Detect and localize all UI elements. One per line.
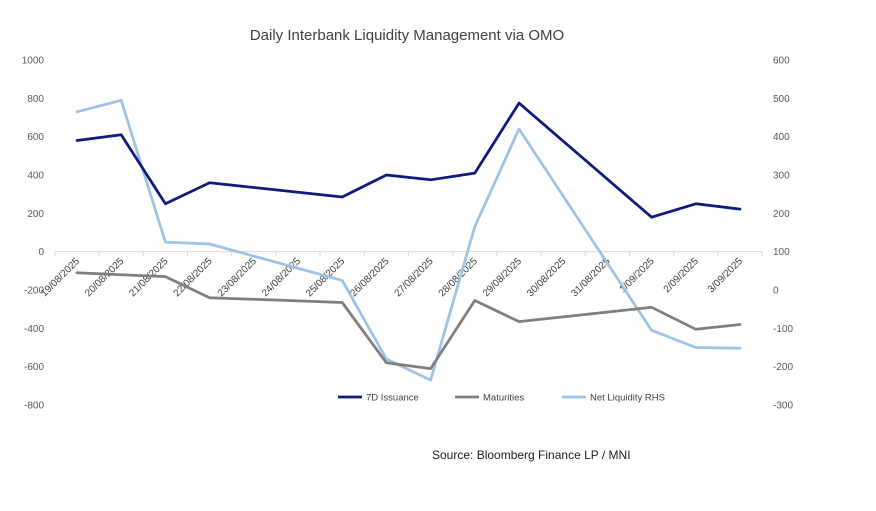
left-tick-label: 200 [27,209,44,220]
left-tick-label: -600 [24,362,44,373]
legend-label: Maturities [483,393,524,404]
series-line-maturities [75,271,742,370]
right-tick-label: -200 [773,362,793,373]
left-tick-label: -400 [24,324,44,335]
left-tick-label: 1000 [22,56,45,67]
right-tick-label: -100 [773,324,793,335]
left-tick-label: 800 [27,94,44,105]
left-tick-label: -200 [24,286,44,297]
series-layer [75,98,742,382]
series-line-7d-issuance [75,101,742,219]
legend: 7D Issuance Maturities Net Liquidity RHS [338,393,665,404]
right-tick-label: 500 [773,94,790,105]
left-tick-label: 600 [27,132,44,143]
right-tick-label: 400 [773,132,790,143]
left-axis: 1000 800 600 400 200 0 -200 -400 -600 -800 [22,56,45,412]
left-tick-label: 0 [38,247,44,258]
right-tick-label: -300 [773,401,793,412]
right-tick-label: 0 [773,286,779,297]
series-line-net-liquidity-rhs [75,98,742,382]
legend-label: 7D Issuance [366,393,419,404]
source-note: Source: Bloomberg Finance LP / MNI [432,448,631,462]
right-tick-label: 100 [773,247,790,258]
left-tick-label: -800 [24,401,44,412]
left-tick-label: 400 [27,171,44,182]
legend-label: Net Liquidity RHS [590,393,665,404]
right-tick-label: 600 [773,56,790,67]
chart-title: Daily Interbank Liquidity Management via… [250,27,564,44]
right-tick-label: 300 [773,171,790,182]
right-tick-label: 200 [773,209,790,220]
right-axis: 600 500 400 300 200 100 0 -100 -200 -300 [773,56,793,412]
